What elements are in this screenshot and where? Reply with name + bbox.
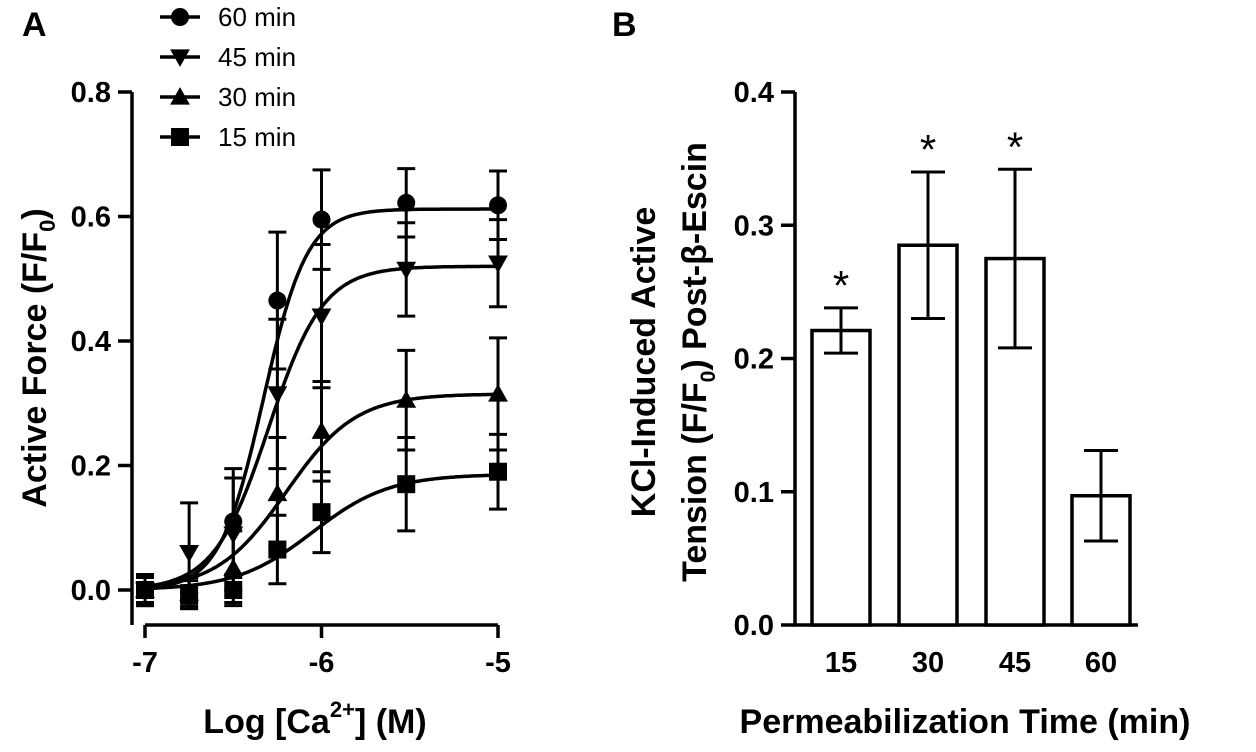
legend-label: 30 min bbox=[218, 82, 296, 112]
series-4-point bbox=[224, 581, 242, 599]
bar-15-min bbox=[812, 331, 870, 625]
panel-b-y-tick-label: 0.2 bbox=[734, 344, 774, 376]
panel-b-x-tick-label: 30 bbox=[912, 647, 944, 679]
panel-b: B 0.0 0.1 0.2 0.3 0.4 15 30 45 60 * * * Permeabil… bbox=[612, 6, 1190, 741]
panel-a-y-tick-label: 0.8 bbox=[71, 77, 111, 109]
panel-a-legend: 60 min 45 min 30 min 15 min bbox=[160, 2, 296, 152]
panel-a-x-tick-label: -5 bbox=[485, 647, 511, 679]
series-2-point bbox=[267, 386, 287, 404]
legend-label: 15 min bbox=[218, 122, 296, 152]
panel-a-y-title: Active Force (F/F0) bbox=[16, 208, 60, 507]
series-1-point bbox=[489, 196, 507, 214]
panel-b-y-tick-label: 0.0 bbox=[734, 610, 774, 642]
significance-marker: * bbox=[1007, 123, 1023, 170]
series-4-point bbox=[313, 503, 331, 521]
panel-a-x-tick-label: -6 bbox=[309, 647, 335, 679]
panel-a-y-tick-label: 0.6 bbox=[71, 202, 111, 234]
panel-a: A 0.0 0.2 0.4 0.6 0.8 -7 -6 -5 60 min 45 min 30 … bbox=[16, 2, 511, 741]
legend-marker bbox=[171, 128, 189, 146]
panel-b-x-tick-label: 15 bbox=[825, 647, 857, 679]
series-1-point bbox=[397, 194, 415, 212]
significance-marker: * bbox=[833, 262, 849, 309]
panel-a-y-tick-label: 0.2 bbox=[71, 451, 111, 483]
series-3-point bbox=[312, 421, 332, 439]
panel-b-y-tick-label: 0.1 bbox=[734, 477, 774, 509]
legend-label: 60 min bbox=[218, 2, 296, 32]
series-4-point bbox=[136, 581, 154, 599]
legend-label: 45 min bbox=[218, 42, 296, 72]
series-1-point bbox=[313, 211, 331, 229]
panel-a-x-tick-label: -7 bbox=[132, 647, 158, 679]
panel-a-y-tick-label: 0.4 bbox=[71, 326, 111, 358]
series-4-point bbox=[268, 541, 286, 559]
significance-marker: * bbox=[920, 126, 936, 173]
panel-a-x-title: Log [Ca2+] (M) bbox=[203, 697, 426, 741]
series-4-point bbox=[489, 463, 507, 481]
panel-b-y-title-line1: KCl-Induced Active bbox=[625, 207, 663, 517]
panel-b-y-tick-label: 0.3 bbox=[734, 210, 774, 242]
panel-b-x-tick-label: 60 bbox=[1085, 647, 1117, 679]
panel-a-label: A bbox=[22, 6, 47, 44]
figure: A 0.0 0.2 0.4 0.6 0.8 -7 -6 -5 60 min 45 min 30 … bbox=[0, 0, 1256, 752]
panel-b-x-tick-label: 45 bbox=[999, 647, 1031, 679]
series-1-point bbox=[268, 292, 286, 310]
series-4-point bbox=[397, 475, 415, 493]
panel-b-label: B bbox=[612, 6, 637, 44]
panel-a-y-tick-label: 0.0 bbox=[71, 575, 111, 607]
panel-b-x-title: Permeabilization Time (min) bbox=[740, 703, 1191, 741]
series-4-point bbox=[180, 584, 198, 602]
series-2-point bbox=[488, 256, 508, 274]
panel-b-y-title-line2: Tension (F/F0) Post-β-Escin bbox=[676, 142, 720, 582]
series-2-point bbox=[179, 545, 199, 563]
legend-marker bbox=[171, 8, 189, 26]
panel-b-y-tick-label: 0.4 bbox=[734, 77, 774, 109]
